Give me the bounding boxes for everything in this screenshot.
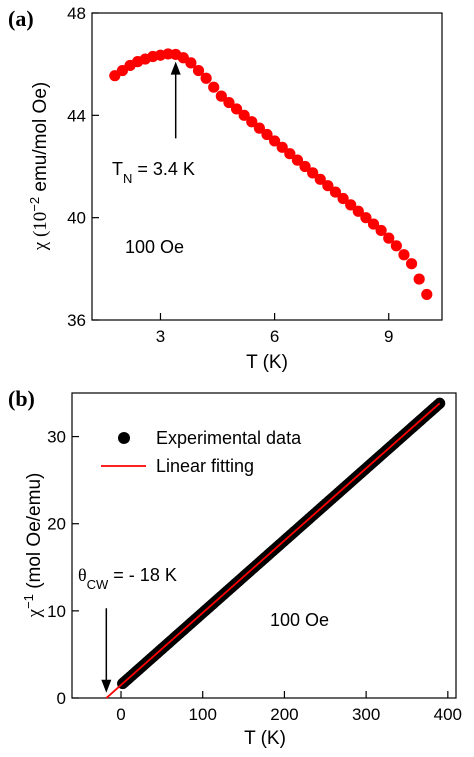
data-point [215, 90, 227, 102]
data-point [322, 180, 334, 192]
data-point [185, 57, 197, 69]
data-point [375, 224, 387, 237]
tn-subscript: N [123, 171, 132, 186]
panel-a-tn-annotation: TN = 3.4 K [112, 159, 195, 186]
panel-0-y-tick-label: 36 [67, 311, 86, 330]
theta-subscript: CW [87, 577, 109, 592]
panel-b: (b) 0 100 200 300 400 0 10 20 30 T (K) χ−1 (mol … [8, 386, 462, 749]
data-point [314, 173, 326, 185]
panel-1-x-tick-label: 200 [270, 705, 298, 724]
panel-a-y-title-exp: −2 [27, 197, 42, 212]
panel-0-y-tick-label: 40 [67, 209, 86, 228]
data-point [360, 212, 372, 224]
panel-0-x-tick-label: 9 [384, 327, 393, 346]
panel-1-y-tick-label: 0 [57, 689, 66, 708]
data-point [253, 122, 265, 134]
panel-a-plot-frame [91, 12, 443, 321]
data-point [200, 72, 212, 84]
panel-b-plot-frame [71, 392, 457, 699]
data-point [367, 218, 380, 230]
panel-1-x-tick-label: 400 [434, 705, 462, 724]
panel-b-theta-arrowhead [101, 679, 112, 693]
panel-a-label: (a) [8, 6, 34, 31]
data-point [192, 64, 205, 77]
theta-value: = - 18 K [108, 565, 177, 585]
panel-0-y-tick-label: 48 [67, 4, 86, 23]
panel-b-legend: Experimental data Linear fitting [101, 428, 302, 476]
legend-marker-experimental [118, 432, 130, 444]
panel-a-y-title-post: emu/mol Oe) [30, 82, 51, 197]
tn-value: = 3.4 K [132, 159, 195, 179]
data-point [299, 160, 311, 173]
panel-a-tn-arrowhead [170, 61, 181, 75]
panel-a-y-title-pre: χ (10 [30, 212, 51, 252]
data-point [398, 249, 410, 261]
data-point [208, 81, 220, 93]
legend-label-experimental: Experimental data [156, 428, 302, 448]
data-point [276, 141, 288, 153]
data-point [284, 148, 296, 160]
data-point [345, 199, 357, 211]
panel-1-x-tick-label: 0 [116, 705, 125, 724]
panel-0-x-tick-label: 3 [156, 327, 165, 346]
data-point [421, 288, 433, 301]
panel-b-x-axis-title: T (K) [244, 728, 286, 749]
data-point [223, 96, 235, 109]
panel-a-y-axis-title: χ (10−2 emu/mol Oe) [27, 82, 52, 251]
tn-symbol: T [112, 159, 123, 179]
data-point [413, 273, 425, 285]
theta-symbol: θ [78, 565, 87, 585]
data-point [352, 205, 364, 217]
panel-b-y-axis-title: χ−1 (mol Oe/emu) [21, 473, 46, 619]
data-point [230, 103, 243, 115]
data-point [261, 128, 273, 141]
legend-label-fitting: Linear fitting [156, 456, 254, 476]
panel-1-y-tick-label: 10 [47, 602, 66, 621]
data-point [329, 186, 342, 198]
panel-b-y-title-post: (mol Oe/emu) [24, 473, 45, 594]
panel-b-label: (b) [8, 386, 35, 411]
panel-1-x-tick-label: 100 [189, 705, 217, 724]
panel-b-y-title-pre: χ [24, 608, 45, 618]
panel-a-x-axis-title: T (K) [246, 352, 288, 373]
data-point [337, 192, 349, 205]
panel-b-linear-fit-line [105, 402, 441, 699]
data-point [383, 232, 395, 244]
data-point [291, 154, 304, 166]
panel-0-y-tick-label: 44 [67, 106, 86, 125]
panel-b-ticks: 0 100 200 300 400 0 10 20 30 [47, 428, 462, 724]
panel-a-field-annotation: 100 Oe [125, 237, 184, 257]
data-point [307, 167, 319, 179]
panel-b-theta-annotation: θCW = - 18 K [78, 565, 177, 592]
panel-1-y-tick-label: 20 [47, 515, 66, 534]
panel-b-y-title-exp: −1 [21, 594, 36, 609]
data-point [390, 240, 402, 252]
panel-0-x-tick-label: 6 [270, 327, 279, 346]
panel-1-y-tick-label: 30 [47, 428, 66, 447]
panel-b-field-annotation: 100 Oe [270, 610, 329, 630]
panel-1-x-tick-label: 300 [352, 705, 380, 724]
data-point [269, 135, 281, 147]
panel-a-data-points [109, 48, 433, 301]
data-point [246, 116, 258, 128]
data-point [238, 109, 250, 121]
data-point [405, 258, 418, 270]
